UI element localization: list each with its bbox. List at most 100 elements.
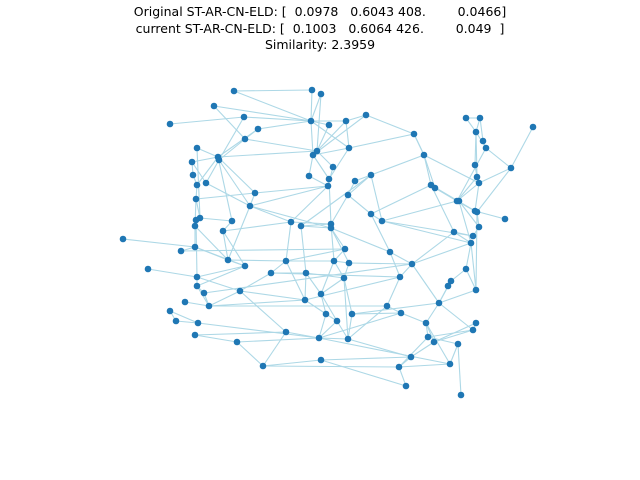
graph-node [322,310,330,318]
graph-edge [330,194,349,225]
graph-edge [227,205,251,261]
graph-edge [239,272,272,292]
graph-node [473,208,481,216]
graph-edge [300,225,332,229]
graph-edge [194,331,287,336]
graph-node [191,243,199,251]
graph-edge [438,302,474,331]
graph-node [188,158,196,166]
graph-edge [316,150,334,168]
graph-edge [386,276,401,307]
graph-edge [191,161,207,184]
graph-node [367,171,375,179]
graph-edge [381,220,472,244]
graph-edge [222,221,292,232]
graph-node [192,216,200,224]
graph-edge [196,147,219,158]
graph-edge [249,205,292,223]
graph-edge [262,365,400,368]
graph-edge [456,176,478,202]
graph-edge [465,268,477,291]
graph-edge [262,359,322,367]
graph-edge [239,290,287,333]
graph-node [501,215,509,223]
graph-edge [310,120,350,149]
graph-node [144,265,152,273]
graph-node [344,335,352,343]
graph-node [407,353,415,361]
graph-edge [320,293,338,322]
graph-node [482,144,490,152]
graph-edge [310,89,313,122]
title-line-similarity: Similarity: 2.3959 [264,37,376,52]
graph-edge [370,184,432,215]
graph-node [246,202,254,210]
graph-node [193,144,201,152]
graph-edge [184,301,210,307]
graph-node [254,125,262,133]
graph-edge [351,312,402,315]
graph-nodes [119,86,537,399]
graph-node [251,189,259,197]
graph-edge [233,90,312,122]
graph-edge [308,175,329,187]
graph-edge [285,221,292,262]
graph-edge [365,114,415,135]
graph-node [287,218,295,226]
graph-node [205,302,213,310]
graph-edge [290,221,332,225]
graph-node [313,147,321,155]
graph-edge [318,312,402,339]
graph-edge [336,320,349,340]
graph-node [469,232,477,240]
graph-node [420,151,428,159]
graph-node [241,135,249,143]
graph-edge [290,185,329,223]
graph-node [362,111,370,119]
graph-node [397,309,405,317]
graph-node [367,210,375,218]
graph-edge [351,302,440,315]
graph-node [467,239,475,247]
graph-edge [320,356,412,361]
graph-node [215,156,223,164]
graph-node [230,87,238,95]
graph-edge [456,147,487,202]
graph-edge [218,159,251,207]
graph-edge [169,116,245,125]
graph-edge [381,200,458,222]
graph-edge [478,167,512,184]
graph-edge [312,147,350,156]
graph-node [444,282,452,290]
graph-node [473,173,481,181]
graph-node [462,265,470,273]
graph-edge [208,290,241,307]
graph-node [317,90,325,98]
graph-node [181,298,189,306]
graph-node [228,217,236,225]
graph-edge [381,220,474,237]
graph-node [479,137,487,145]
graph-edge [175,320,199,324]
graph-edge [427,336,459,345]
graph-node [177,247,185,255]
graph-node [446,360,454,368]
graph-edge [270,272,401,278]
graph-edge [300,225,307,274]
graph-node [324,182,332,190]
graph-edge [389,251,413,265]
graph-node [472,286,480,294]
graph-edge [348,133,415,149]
graph-edge [300,174,372,227]
graph-edge [475,131,478,178]
graph-node [259,362,267,370]
graph-node [351,177,359,185]
graph-node [202,179,210,187]
graph-node [344,191,352,199]
graph-edge [312,154,330,180]
graph-node [342,117,350,125]
graph-edge [243,116,312,122]
graph-node [241,262,249,270]
graph-node [172,317,180,325]
